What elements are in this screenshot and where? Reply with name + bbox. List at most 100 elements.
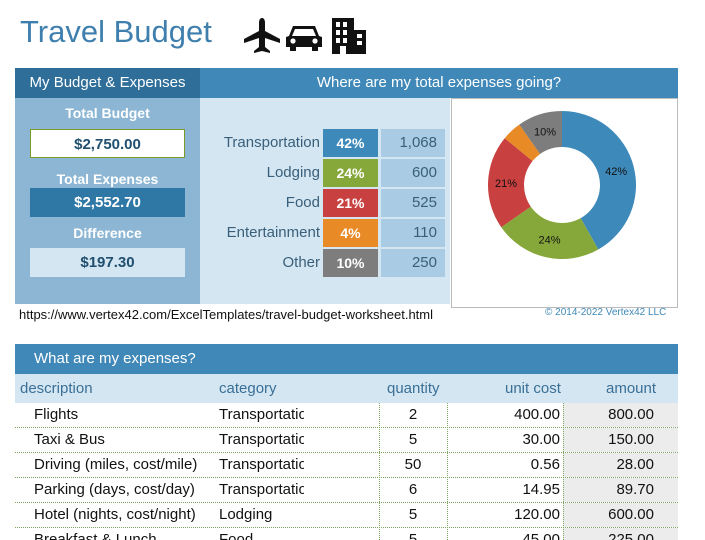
breakdown-section-title: Where are my total expenses going? [316, 74, 562, 91]
amount-cell-bg [563, 503, 678, 527]
category-percent: 24% [323, 159, 378, 187]
column-header-quantity: quantity [387, 380, 440, 397]
expenses-section-title: What are my expenses? [34, 350, 196, 367]
budget-section-title: My Budget & Expenses [29, 74, 186, 91]
cell-quantity[interactable]: 6 [408, 481, 418, 498]
category-row: Food 21% 525 [200, 189, 450, 217]
donut-slice-transportation [562, 111, 636, 250]
category-total: 1,068 [381, 129, 445, 157]
table-row: Hotel (nights, cost/night) Lodging 5 120… [15, 503, 678, 528]
donut-chart: 42% 24% 21% 10% [488, 111, 636, 259]
category-total: 110 [381, 219, 445, 247]
difference-value: $197.30 [30, 248, 185, 277]
cell-description[interactable]: Breakfast & Lunch [34, 531, 157, 540]
cell-unit-cost[interactable]: 14.95 [522, 481, 560, 498]
cell-amount: 225.00 [608, 531, 654, 540]
donut-label-other: 10% [534, 127, 556, 139]
expenses-section-header: What are my expenses? [15, 344, 678, 374]
table-row: Driving (miles, cost/mile) Transportatio… [15, 453, 678, 478]
total-budget-input[interactable]: $2,750.00 [30, 129, 185, 158]
budget-panel: Total Budget $2,750.00 Total Expenses $2… [15, 98, 200, 304]
category-total: 525 [381, 189, 445, 217]
cell-quantity[interactable]: 5 [408, 506, 418, 523]
category-name: Other [282, 254, 320, 271]
cell-unit-cost[interactable]: 45.00 [522, 531, 560, 540]
amount-cell-bg [563, 403, 678, 427]
cell-unit-cost[interactable]: 120.00 [514, 506, 560, 523]
cell-category[interactable]: Transportation [219, 406, 304, 423]
copyright: © 2014-2022 Vertex42 LLC [545, 307, 667, 318]
amount-cell-bg [563, 528, 678, 540]
cell-amount: 800.00 [608, 406, 654, 423]
column-header-unit-cost: unit cost [505, 380, 561, 397]
category-name: Transportation [223, 134, 320, 151]
expense-chart: 42% 24% 21% 10% [451, 98, 678, 308]
breakdown-section-header: Where are my total expenses going? [200, 68, 678, 98]
cell-description[interactable]: Flights [34, 406, 79, 423]
cell-category[interactable]: Transportation [219, 481, 304, 498]
column-divider [563, 403, 564, 540]
table-row: Parking (days, cost/day) Transportation … [15, 478, 678, 503]
category-row: Lodging 24% 600 [200, 159, 450, 187]
category-breakdown: Transportation 42% 1,068 Lodging 24% 600… [200, 98, 450, 304]
budget-section-header: My Budget & Expenses [15, 68, 200, 98]
category-total: 250 [381, 249, 445, 277]
donut-slice-food [488, 138, 533, 228]
table-row: Breakfast & Lunch Food 5 45.00 225.00 [15, 528, 678, 540]
category-name: Entertainment [226, 224, 320, 241]
column-divider [447, 403, 448, 540]
table-row: Taxi & Bus Transportation 5 30.00 150.00 [15, 428, 678, 453]
source-url: https://www.vertex42.com/ExcelTemplates/… [19, 307, 434, 322]
donut-label-transportation: 42% [605, 166, 627, 178]
airplane-icon [244, 18, 280, 53]
total-budget-label: Total Budget [65, 105, 150, 121]
cell-quantity[interactable]: 2 [408, 406, 418, 423]
cell-quantity[interactable]: 5 [408, 531, 418, 540]
difference-label: Difference [73, 225, 142, 241]
cell-amount: 28.00 [616, 456, 654, 473]
column-divider [379, 403, 380, 540]
table-row: Flights Transportation 2 400.00 800.00 [15, 403, 678, 428]
donut-label-food: 21% [495, 178, 517, 190]
cell-category[interactable]: Lodging [219, 506, 273, 523]
table-header: description category quantity unit cost … [15, 374, 678, 403]
cell-description[interactable]: Driving (miles, cost/mile) [34, 456, 198, 473]
page-title: Travel Budget [20, 14, 212, 49]
car-icon [286, 26, 322, 51]
column-header-description: description [20, 380, 93, 397]
cell-quantity[interactable]: 5 [408, 431, 418, 448]
cell-unit-cost[interactable]: 30.00 [522, 431, 560, 448]
cell-quantity[interactable]: 50 [404, 456, 422, 473]
category-percent: 4% [323, 219, 378, 247]
cell-category[interactable]: Transportation [219, 456, 304, 473]
cell-amount: 150.00 [608, 431, 654, 448]
category-percent: 10% [323, 249, 378, 277]
cell-description[interactable]: Taxi & Bus [34, 431, 105, 448]
amount-cell-bg [563, 453, 678, 477]
donut-slice-entertainment [504, 124, 541, 161]
total-expenses-value: $2,552.70 [30, 188, 185, 217]
donut-label-lodging: 24% [538, 235, 560, 247]
column-header-amount: amount [606, 380, 657, 397]
cell-category[interactable]: Food [219, 531, 254, 540]
cell-category[interactable]: Transportation [219, 431, 304, 448]
column-header-category: category [219, 380, 277, 397]
category-row: Entertainment 4% 110 [200, 219, 450, 247]
amount-cell-bg [563, 478, 678, 502]
building-icon [332, 18, 366, 54]
cell-unit-cost[interactable]: 0.56 [530, 456, 560, 473]
cell-unit-cost[interactable]: 400.00 [514, 406, 560, 423]
category-percent: 42% [323, 129, 378, 157]
donut-slice-lodging [501, 206, 599, 259]
cell-description[interactable]: Parking (days, cost/day) [34, 481, 195, 498]
amount-cell-bg [563, 428, 678, 452]
category-percent: 21% [323, 189, 378, 217]
donut-slice-other [519, 111, 562, 154]
category-row: Transportation 42% 1,068 [200, 129, 450, 157]
cell-description[interactable]: Hotel (nights, cost/night) [34, 506, 196, 523]
category-total: 600 [381, 159, 445, 187]
total-expenses-label: Total Expenses [56, 171, 159, 187]
category-name: Lodging [266, 164, 320, 181]
cell-amount: 600.00 [608, 506, 654, 523]
category-row: Other 10% 250 [200, 249, 450, 277]
